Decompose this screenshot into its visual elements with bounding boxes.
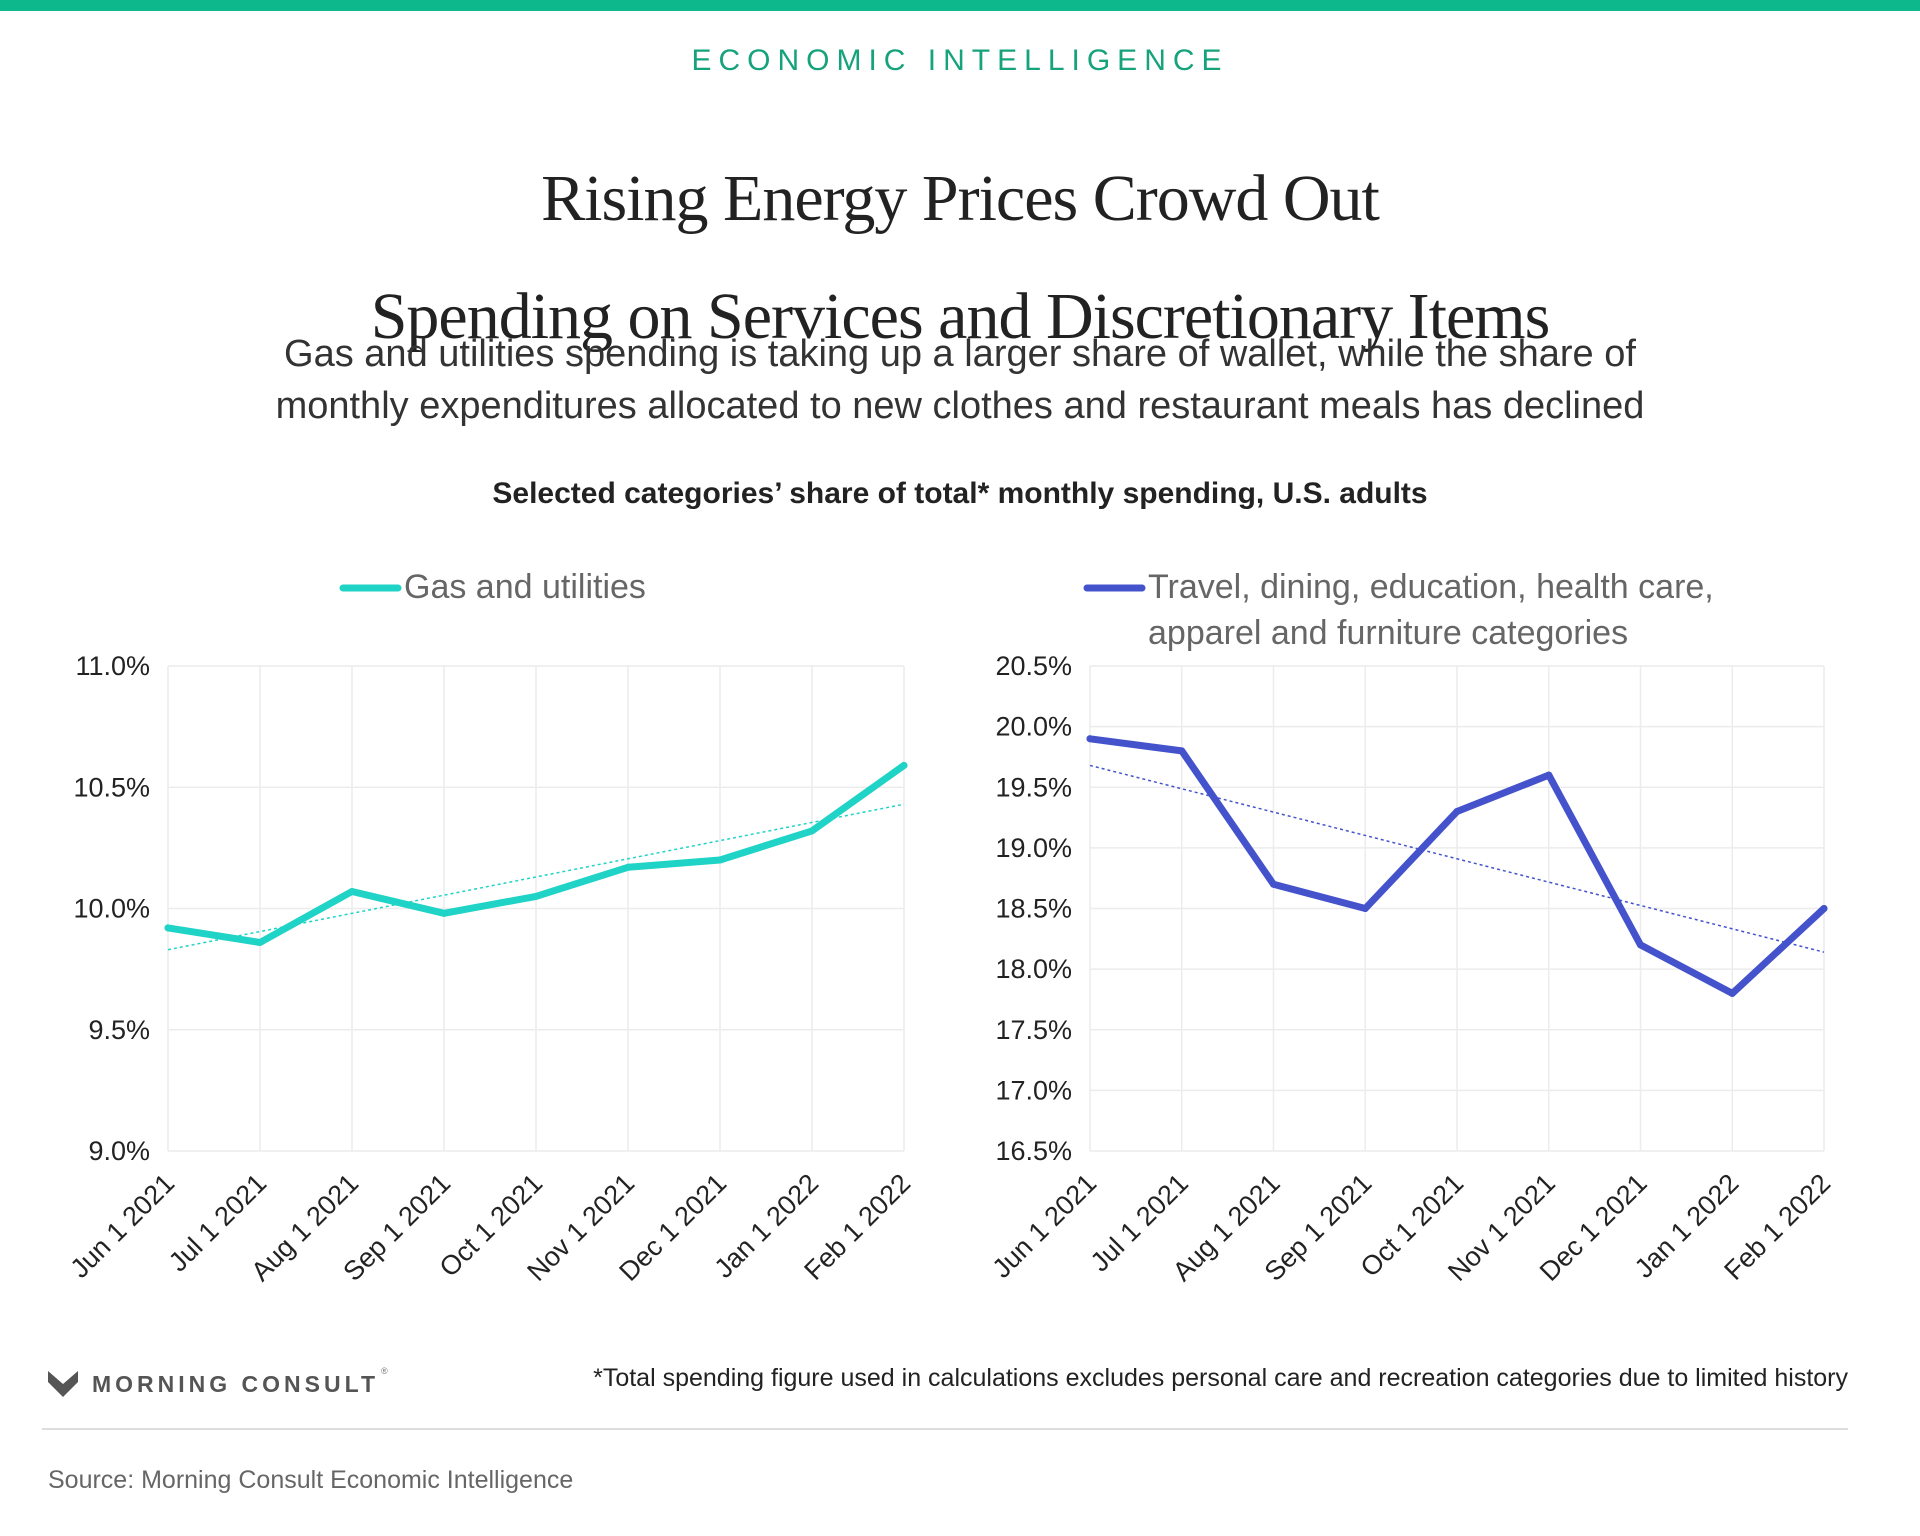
travel-y-tick-label: 17.0% bbox=[995, 1075, 1072, 1105]
travel-y-tick-label: 20.5% bbox=[995, 651, 1072, 681]
gas-y-tick-label: 9.0% bbox=[88, 1136, 150, 1166]
travel-legend-label-line-1: Travel, dining, education, health care, bbox=[1148, 568, 1714, 606]
gas-data-point bbox=[440, 909, 448, 917]
source-note: Source: Morning Consult Economic Intelli… bbox=[48, 1466, 574, 1494]
logo-wordmark: MORNING CONSULT bbox=[92, 1370, 380, 1397]
gas-legend-label: Gas and utilities bbox=[404, 568, 646, 606]
travel-data-point bbox=[1361, 905, 1369, 912]
gas-y-tick-label: 10.5% bbox=[73, 772, 150, 802]
travel-y-tick-label: 16.5% bbox=[995, 1136, 1072, 1166]
travel-data-point bbox=[1270, 880, 1277, 888]
subtitle: Gas and utilities spending is taking up … bbox=[0, 328, 1920, 432]
subtitle-line-1: Gas and utilities spending is taking up … bbox=[284, 333, 1636, 375]
kicker: ECONOMIC INTELLIGENCE bbox=[691, 44, 1229, 77]
travel-data-point bbox=[1637, 941, 1644, 949]
travel-y-tick-label: 20.0% bbox=[995, 712, 1072, 742]
trademark-icon: ® bbox=[381, 1366, 388, 1376]
chart-title: Selected categories’ share of total* mon… bbox=[492, 477, 1428, 510]
travel-y-tick-label: 19.0% bbox=[995, 833, 1072, 863]
title-line-1: Rising Energy Prices Crowd Out bbox=[541, 162, 1380, 235]
gas-data-point bbox=[716, 856, 724, 864]
gas-data-point bbox=[808, 827, 816, 835]
logo-mark-icon bbox=[48, 1371, 78, 1397]
gas-y-tick-label: 9.5% bbox=[88, 1015, 150, 1045]
travel-data-point bbox=[1178, 747, 1186, 755]
gas-data-point bbox=[164, 924, 172, 932]
gas-x-tick-label: Jun 1 2021 bbox=[65, 1168, 181, 1284]
travel-data-point bbox=[1820, 905, 1828, 912]
travel-y-tick-label: 18.5% bbox=[995, 894, 1072, 924]
footnote: *Total spending figure used in calculati… bbox=[593, 1364, 1848, 1392]
subtitle-line-2: monthly expenditures allocated to new cl… bbox=[275, 385, 1645, 427]
title-line-2: Spending on Services and Discretionary I… bbox=[370, 280, 1551, 353]
morning-consult-logo: MORNING CONSULT ® bbox=[48, 1366, 388, 1402]
gas-data-point bbox=[900, 761, 908, 769]
travel-x-tick-label: Jun 1 2021 bbox=[987, 1168, 1103, 1284]
gas-data-point bbox=[532, 892, 540, 900]
travel-y-tick-label: 18.0% bbox=[995, 954, 1072, 984]
brand-bar bbox=[0, 0, 1920, 11]
gas-data-point bbox=[256, 938, 264, 946]
travel-panel: 16.5% 17.0% 17.5% 18.0% 18.5% 19.0% 19.5% 20.0%… bbox=[987, 568, 1837, 1287]
footer-divider bbox=[42, 1428, 1848, 1430]
page-title: Rising Energy Prices Crowd Out Spending … bbox=[0, 140, 1920, 376]
gas-y-tick-label: 11.0% bbox=[75, 651, 150, 681]
travel-y-tick-label: 17.5% bbox=[995, 1015, 1072, 1045]
gas-data-point bbox=[348, 888, 356, 896]
gas-trendline bbox=[167, 803, 905, 951]
travel-legend-label-line-2: apparel and furniture categories bbox=[1148, 614, 1628, 652]
travel-y-tick-label: 19.5% bbox=[995, 772, 1072, 802]
gas-y-tick-label: 10.0% bbox=[73, 894, 150, 924]
travel-data-point bbox=[1728, 989, 1736, 997]
gas-data-point bbox=[624, 863, 632, 871]
travel-data-point bbox=[1545, 771, 1553, 779]
travel-data-point bbox=[1453, 808, 1461, 815]
travel-data-point bbox=[1086, 735, 1094, 743]
